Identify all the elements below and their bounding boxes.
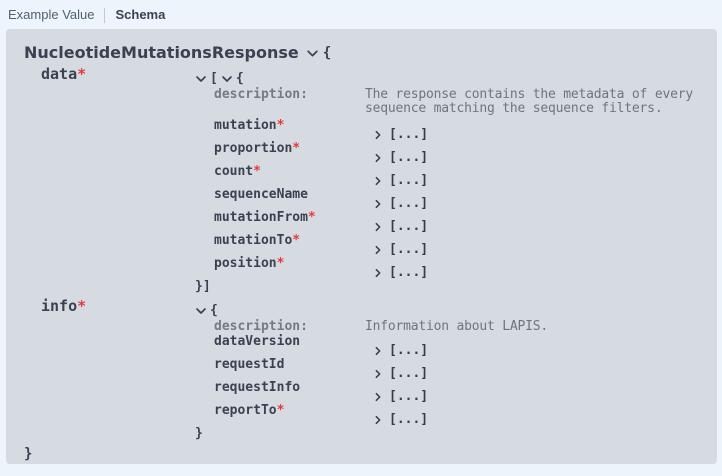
field-row-sequenceName: sequenceName [...] (195, 188, 703, 211)
field-name: mutationTo* (214, 233, 301, 248)
field-name: reportTo* (214, 403, 285, 418)
chevron-right-icon[interactable] (373, 129, 383, 141)
chevron-right-icon[interactable] (373, 152, 383, 164)
collapsed-model[interactable]: [...] (373, 243, 428, 256)
collapsed-token: [...] (389, 127, 429, 142)
property-row-data: data* [ { description: The response cont… (18, 67, 703, 294)
chevron-right-icon[interactable] (373, 198, 383, 210)
collapsed-token: [...] (389, 265, 429, 280)
collapsed-model[interactable]: [...] (373, 151, 428, 164)
model-tabbar: Example Value Schema (0, 0, 722, 24)
field-name: requestId (214, 357, 285, 372)
description-label: description: (214, 87, 308, 102)
collapsed-model[interactable]: [...] (373, 128, 428, 141)
object-open-brace: { (210, 303, 218, 318)
description-text: Information about LAPIS. (365, 319, 549, 334)
object-open-brace: { (235, 71, 244, 86)
chevron-down-icon[interactable] (306, 47, 319, 60)
field-row-requestId: requestId [...] (195, 358, 703, 381)
field-name: sequenceName (214, 187, 308, 202)
collapsed-model[interactable]: [...] (373, 174, 428, 187)
field-row-mutation: mutation* [...] (195, 119, 703, 142)
field-row-requestInfo: requestInfo [...] (195, 381, 703, 404)
required-star: * (77, 65, 87, 83)
field-row-proportion: proportion* [...] (195, 142, 703, 165)
chevron-right-icon[interactable] (373, 345, 383, 357)
chevron-right-icon[interactable] (373, 414, 383, 426)
tab-divider (104, 7, 106, 23)
info-nested-model: { description: Information about LAPIS. … (195, 299, 703, 441)
data-array-close: }] (195, 279, 211, 294)
model-title: NucleotideMutationsResponse (24, 43, 299, 62)
property-name-data: data* (41, 65, 87, 83)
chevron-right-icon[interactable] (373, 368, 383, 380)
chevron-right-icon[interactable] (373, 244, 383, 256)
chevron-right-icon[interactable] (373, 267, 383, 279)
collapsed-token: [...] (389, 242, 429, 257)
collapsed-model[interactable]: [...] (373, 344, 428, 357)
field-row-dataVersion: dataVersion [...] (195, 335, 703, 358)
field-name: mutation* (214, 118, 285, 133)
chevron-down-icon[interactable] (221, 73, 233, 85)
collapsed-token: [...] (389, 389, 429, 404)
model-title-row: NucleotideMutationsResponse { (24, 43, 703, 62)
info-object-close: } (195, 426, 203, 441)
collapsed-model[interactable]: [...] (373, 413, 428, 426)
chevron-down-icon[interactable] (195, 73, 207, 85)
chevron-right-icon[interactable] (373, 221, 383, 233)
data-description-row: description: The response contains the m… (195, 88, 703, 116)
field-name: dataVersion (214, 334, 301, 349)
required-star: * (77, 297, 87, 315)
collapsed-token: [...] (389, 366, 429, 381)
field-name: position* (214, 256, 285, 271)
property-name-info: info* (41, 297, 87, 315)
collapsed-token: [...] (389, 219, 429, 234)
field-row-position: position* [...] (195, 257, 703, 280)
property-row-info: info* { description: Information about L… (18, 299, 703, 441)
collapsed-token: [...] (389, 173, 429, 188)
chevron-right-icon[interactable] (373, 175, 383, 187)
info-description-row: description: Information about LAPIS. (195, 320, 703, 334)
field-row-count: count* [...] (195, 165, 703, 188)
collapsed-model[interactable]: [...] (373, 390, 428, 403)
collapsed-model[interactable]: [...] (373, 197, 428, 210)
field-name: count* (214, 164, 261, 179)
field-row-mutationTo: mutationTo* [...] (195, 234, 703, 257)
info-object-open-row: { (195, 303, 703, 318)
chevron-right-icon[interactable] (373, 391, 383, 403)
model-close-brace: } (24, 446, 33, 462)
schema-panel: NucleotideMutationsResponse { data* [ { … (6, 29, 717, 464)
data-nested-model: [ { description: The response contains t… (195, 67, 703, 294)
description-text: The response contains the metadata of ev… (365, 87, 693, 116)
collapsed-token: [...] (389, 150, 429, 165)
collapsed-token: [...] (389, 343, 429, 358)
array-open-bracket: [ (210, 71, 218, 86)
collapsed-model[interactable]: [...] (373, 367, 428, 380)
chevron-down-icon[interactable] (195, 305, 207, 317)
collapsed-token: [...] (389, 196, 429, 211)
collapsed-model[interactable]: [...] (373, 220, 428, 233)
collapsed-token: [...] (389, 412, 429, 427)
data-array-open-row: [ { (195, 71, 703, 86)
tab-schema[interactable]: Schema (115, 7, 166, 22)
tab-example-value[interactable]: Example Value (8, 7, 95, 22)
field-name: proportion* (214, 141, 301, 156)
field-name: mutationFrom* (214, 210, 316, 225)
description-label: description: (214, 319, 308, 334)
field-row-mutationFrom: mutationFrom* [...] (195, 211, 703, 234)
field-name: requestInfo (214, 380, 301, 395)
field-row-reportTo: reportTo* [...] (195, 404, 703, 427)
model-open-brace: { (322, 44, 332, 61)
collapsed-model[interactable]: [...] (373, 266, 428, 279)
